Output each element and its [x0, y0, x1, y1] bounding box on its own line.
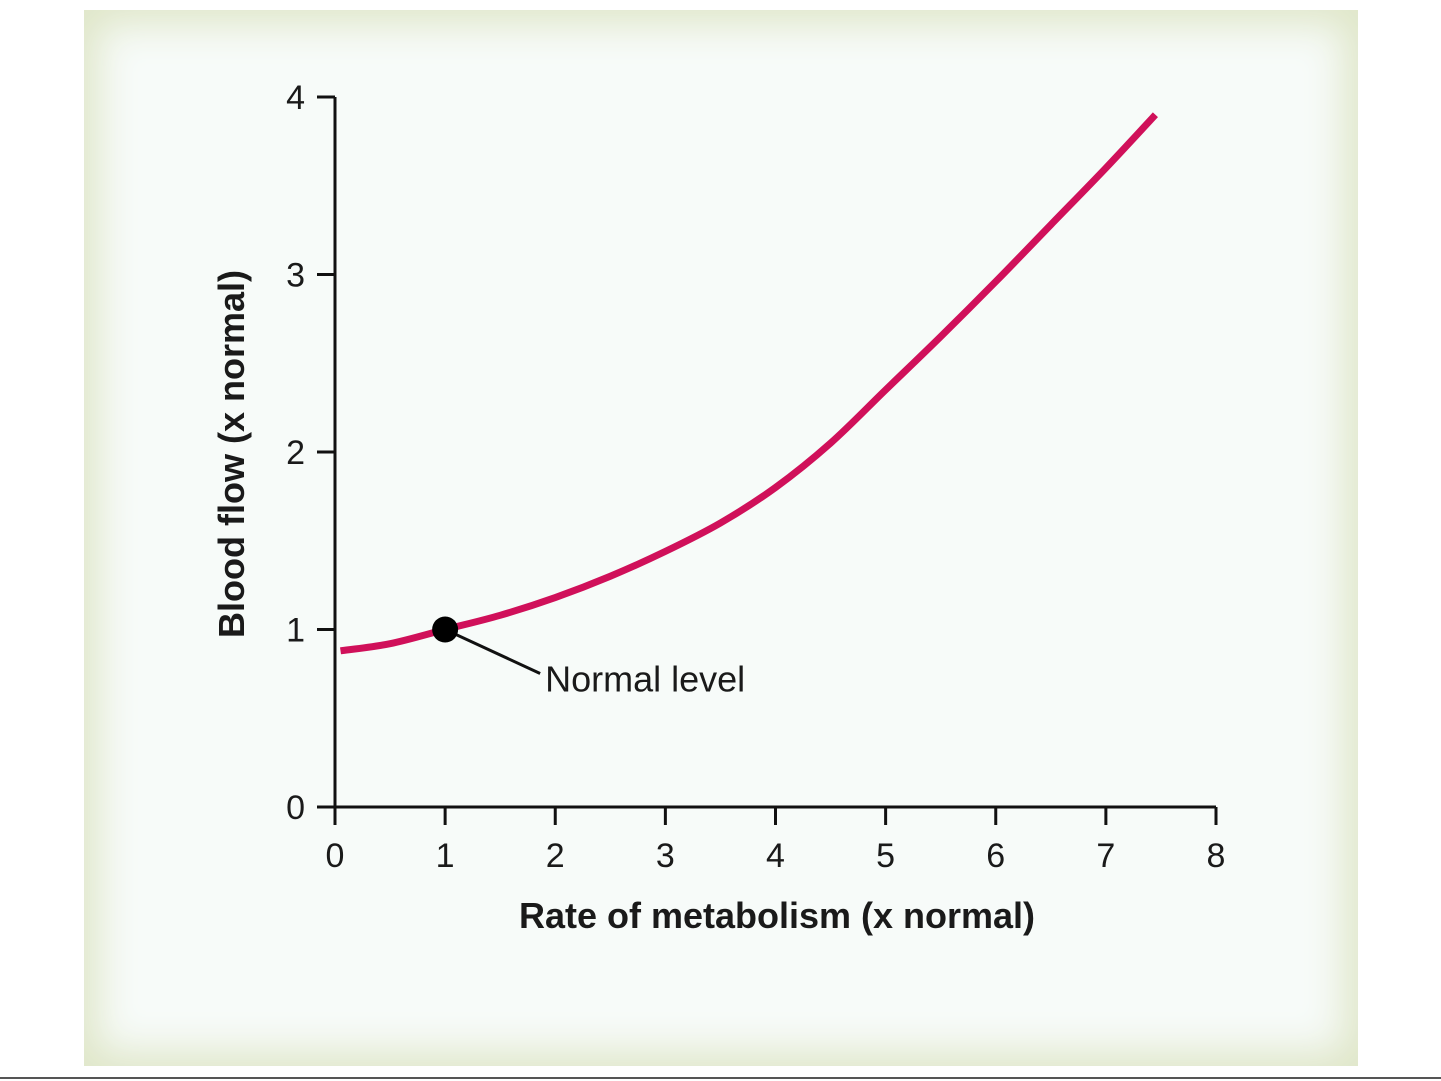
- annotation-label: Normal level: [545, 659, 745, 700]
- x-tick-label: 2: [546, 837, 565, 875]
- y-tick-label: 0: [286, 789, 305, 827]
- x-axis-title: Rate of metabolism (x normal): [519, 895, 1035, 936]
- x-tick-label: 4: [766, 837, 785, 875]
- x-tick-label: 6: [986, 837, 1005, 875]
- series-line: [340, 112, 1158, 655]
- x-tick-label: 1: [436, 837, 455, 875]
- y-axis-title: Blood flow (x normal): [211, 270, 252, 638]
- x-tick-label: 8: [1207, 837, 1226, 875]
- y-tick-label: 4: [286, 79, 305, 117]
- x-tick-label: 3: [656, 837, 675, 875]
- chart-frame: [84, 10, 1358, 1066]
- x-tick-label: 7: [1096, 837, 1115, 875]
- x-tick-label: 0: [326, 837, 345, 875]
- ticks-group: 0 1 2 3 4 5 6 7 8 0 1 2 3 4: [286, 79, 1225, 875]
- bottom-divider: [0, 1077, 1441, 1079]
- series-group: [340, 112, 1158, 655]
- y-tick-label: 1: [286, 612, 305, 650]
- axes-group: [333, 97, 1216, 809]
- y-tick-label: 3: [286, 257, 305, 295]
- normal-level-point: [432, 616, 459, 643]
- annotation-leader-line: [444, 628, 541, 675]
- annotation-group: Normal level: [432, 616, 745, 700]
- x-tick-label: 5: [876, 837, 895, 875]
- y-tick-label: 2: [286, 434, 305, 472]
